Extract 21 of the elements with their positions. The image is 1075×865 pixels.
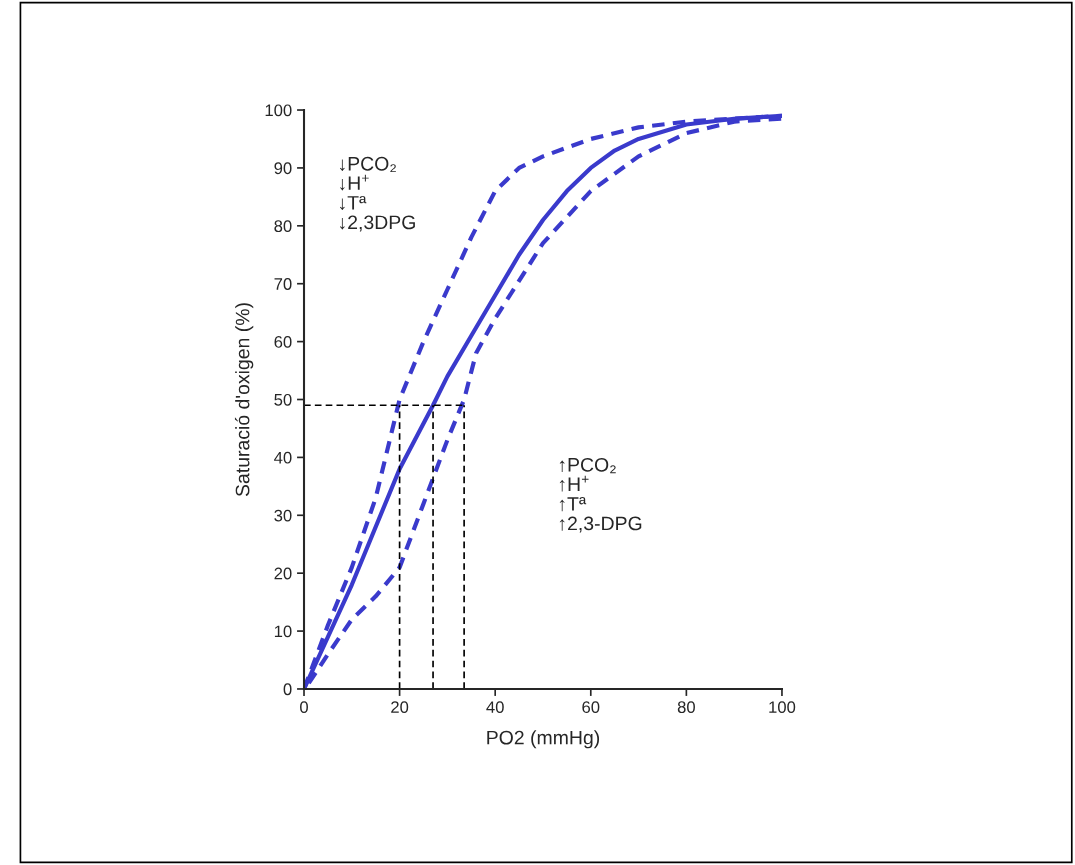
x-tick-label: 20 xyxy=(391,701,409,714)
x-tick-label: 40 xyxy=(486,701,504,714)
x-tick-label: 100 xyxy=(769,701,796,714)
annotation: ↑PCO₂ ↑H$^{+}$ ↑Tª ↑2,3-DPG xyxy=(559,457,642,533)
x-tick-label: 80 xyxy=(677,701,695,714)
y-axis-title: Saturació d'oxigen (%) xyxy=(234,303,254,497)
annotation: ↓PCO₂ ↓H$^{+}$ ↓Tª ↓2,3DPG xyxy=(340,156,415,232)
y-tick-label: 20 xyxy=(274,567,292,580)
y-tick-label: 80 xyxy=(274,220,292,233)
y-tick-label: 10 xyxy=(274,625,292,638)
y-tick-label: 50 xyxy=(274,393,292,406)
x-tick-label: 0 xyxy=(300,701,308,714)
y-tick-label: 90 xyxy=(274,162,292,175)
y-tick-label: 60 xyxy=(274,336,292,348)
x-axis-title: PO2 (mmHg) xyxy=(487,730,600,749)
y-tick-label: 30 xyxy=(274,509,292,522)
y-tick-label: 70 xyxy=(274,278,292,290)
x-tick-label: 60 xyxy=(582,701,600,714)
y-tick-label: 0 xyxy=(283,683,292,696)
y-tick-label: 40 xyxy=(274,451,292,464)
y-tick-label: 100 xyxy=(265,104,292,117)
